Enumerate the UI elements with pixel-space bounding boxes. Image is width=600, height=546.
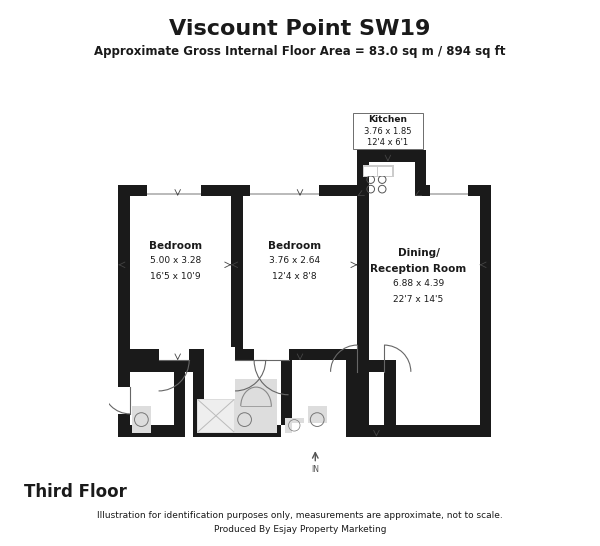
Bar bbox=[132, 406, 151, 433]
Bar bbox=[197, 399, 235, 433]
Text: 5.00 x 3.28: 5.00 x 3.28 bbox=[150, 257, 202, 265]
Text: Bedroom: Bedroom bbox=[149, 241, 202, 251]
Bar bbox=[231, 185, 242, 360]
Bar bbox=[292, 424, 346, 437]
Text: 12'4 x 8'8: 12'4 x 8'8 bbox=[272, 272, 317, 281]
Bar bbox=[130, 360, 185, 372]
Bar bbox=[358, 360, 369, 437]
Bar bbox=[363, 165, 394, 177]
Text: 3.76 x 1.85: 3.76 x 1.85 bbox=[364, 127, 412, 135]
Bar bbox=[118, 372, 130, 437]
Text: Third Floor: Third Floor bbox=[24, 483, 127, 501]
Text: 16'5 x 10'9: 16'5 x 10'9 bbox=[151, 272, 201, 281]
Text: Approximate Gross Internal Floor Area = 83.0 sq m / 894 sq ft: Approximate Gross Internal Floor Area = … bbox=[94, 45, 506, 58]
Bar bbox=[147, 183, 200, 196]
Bar bbox=[346, 349, 358, 437]
Text: 6.88 x 4.39: 6.88 x 4.39 bbox=[393, 280, 444, 288]
Bar bbox=[118, 196, 130, 372]
Bar bbox=[118, 185, 369, 196]
Bar bbox=[281, 349, 292, 425]
Text: Produced By Esjay Property Marketing: Produced By Esjay Property Marketing bbox=[214, 525, 386, 534]
FancyBboxPatch shape bbox=[353, 113, 423, 149]
Bar bbox=[358, 150, 369, 196]
Bar bbox=[242, 349, 358, 360]
Bar bbox=[364, 167, 377, 176]
Bar bbox=[415, 185, 426, 196]
Text: Viscount Point SW19: Viscount Point SW19 bbox=[169, 19, 431, 39]
Bar bbox=[250, 193, 319, 195]
Bar bbox=[254, 347, 289, 360]
Bar bbox=[415, 150, 426, 196]
Bar bbox=[198, 400, 234, 432]
Bar bbox=[379, 167, 392, 176]
Bar bbox=[235, 406, 254, 433]
Bar bbox=[430, 183, 468, 196]
Bar bbox=[430, 193, 468, 195]
Text: 12'4 x 6'1: 12'4 x 6'1 bbox=[367, 138, 409, 147]
Bar bbox=[358, 360, 395, 372]
Bar bbox=[118, 425, 185, 437]
Text: Bedroom: Bedroom bbox=[268, 241, 321, 251]
Bar bbox=[308, 406, 327, 433]
Text: Kitchen: Kitchen bbox=[368, 115, 407, 124]
Bar bbox=[250, 183, 319, 196]
Bar bbox=[358, 150, 426, 162]
Bar bbox=[235, 379, 277, 433]
Bar bbox=[147, 193, 200, 195]
Bar bbox=[174, 360, 185, 437]
Text: 22'7 x 14'5: 22'7 x 14'5 bbox=[394, 295, 443, 304]
Bar bbox=[158, 347, 189, 360]
Text: Reception Room: Reception Room bbox=[370, 264, 467, 274]
Bar bbox=[174, 360, 205, 372]
Bar bbox=[346, 425, 491, 437]
Text: Illustration for identification purposes only, measurements are approximate, not: Illustration for identification purposes… bbox=[97, 511, 503, 519]
Bar bbox=[130, 349, 231, 360]
Bar bbox=[285, 418, 304, 433]
Bar bbox=[118, 387, 132, 414]
Bar bbox=[384, 360, 395, 437]
Bar bbox=[193, 425, 281, 437]
Bar bbox=[205, 347, 235, 360]
Bar bbox=[415, 185, 491, 196]
Text: Dining/: Dining/ bbox=[398, 248, 439, 258]
Text: IN: IN bbox=[311, 465, 319, 474]
Text: 3.76 x 2.64: 3.76 x 2.64 bbox=[269, 257, 320, 265]
Bar bbox=[193, 349, 205, 425]
Bar bbox=[358, 185, 369, 360]
Bar bbox=[479, 185, 491, 437]
